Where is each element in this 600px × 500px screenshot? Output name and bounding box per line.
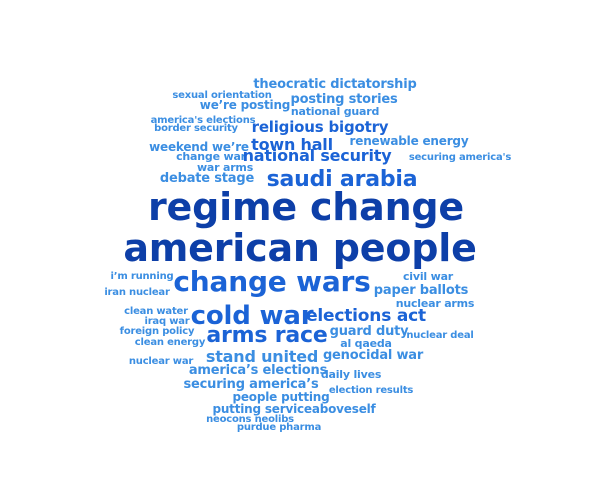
word-1: sexual orientation: [172, 90, 272, 101]
word-36: genocidal war: [322, 348, 424, 363]
word-39: daily lives: [320, 368, 382, 381]
word-26: cold war: [190, 301, 314, 331]
word-37: nuclear war: [128, 356, 194, 367]
word-29: foreign policy: [119, 326, 195, 337]
word-3: we’re posting: [199, 98, 291, 112]
word-14: war arms: [196, 161, 254, 174]
word-30: guard duty: [329, 324, 409, 339]
word-7: religious bigotry: [251, 118, 389, 136]
word-43: putting serviceaboveself: [212, 402, 376, 416]
word-11: change war: [176, 150, 246, 163]
word-41: election results: [328, 385, 414, 396]
word-40: securing america’s: [183, 377, 319, 392]
word-44: neocons neolibs: [206, 414, 294, 425]
word-34: al qaeda: [340, 337, 392, 350]
word-4: national guard: [290, 105, 380, 118]
word-25: clean water: [124, 306, 188, 317]
word-9: weekend we’re: [149, 140, 249, 154]
word-10: town hall: [251, 135, 333, 154]
word-2: posting stories: [290, 92, 398, 107]
word-24: nuclear arms: [395, 297, 475, 310]
word-18: american people: [123, 226, 477, 270]
word-19: i’m running: [110, 271, 174, 282]
word-6: border security: [154, 123, 238, 134]
word-31: nuclear deal: [406, 330, 474, 341]
word-45: purdue pharma: [236, 422, 322, 433]
word-28: iraq war: [144, 316, 190, 327]
word-0: theocratic dictatorship: [253, 77, 417, 92]
word-22: iran nuclear: [104, 287, 170, 298]
word-17: regime change: [148, 185, 464, 229]
word-12: national security: [242, 146, 392, 165]
word-38: america’s elections: [188, 363, 328, 378]
word-8: renewable energy: [349, 134, 469, 148]
word-5: america's elections: [150, 115, 256, 126]
word-15: debate stage: [159, 171, 255, 186]
word-13: securing america's: [408, 152, 512, 163]
word-27: elections act: [306, 306, 426, 326]
word-16: saudi arabia: [266, 167, 418, 192]
word-23: paper ballots: [373, 283, 469, 298]
word-21: civil war: [402, 270, 454, 283]
word-20: change wars: [173, 265, 371, 298]
word-32: arms race: [206, 323, 328, 348]
word-35: stand united: [205, 347, 319, 366]
word-42: people putting: [232, 390, 330, 404]
word-33: clean energy: [134, 337, 206, 348]
